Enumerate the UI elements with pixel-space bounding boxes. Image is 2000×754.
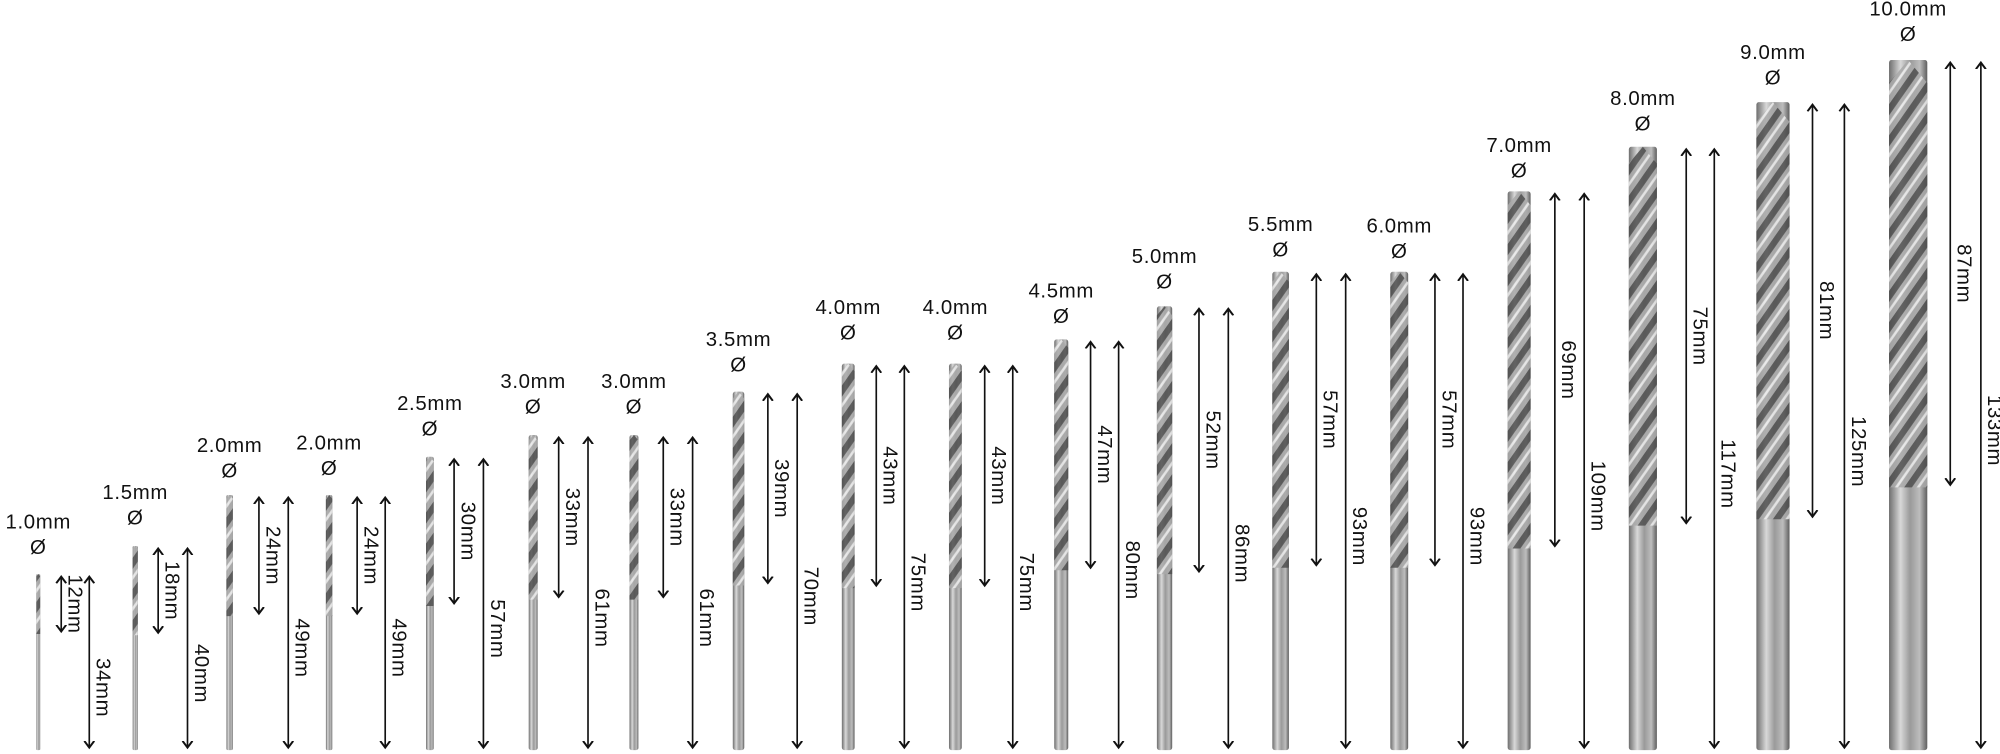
total-length-label: 75mm bbox=[1015, 553, 1037, 612]
diameter-label: 2.0mm bbox=[197, 435, 263, 457]
diameter-label: 10.0mm bbox=[1869, 0, 1946, 21]
bit-flute bbox=[1889, 60, 1928, 488]
total-length-label: 57mm bbox=[486, 599, 508, 658]
diameter-symbol: Ø bbox=[422, 418, 439, 440]
total-length-label: 117mm bbox=[1717, 439, 1739, 509]
total-length-label: 133mm bbox=[1983, 395, 2000, 466]
flute-length-label: 47mm bbox=[1093, 425, 1115, 484]
diameter-symbol: Ø bbox=[221, 460, 238, 482]
bit-flute bbox=[948, 363, 962, 589]
flute-length-label: 87mm bbox=[1953, 244, 1975, 303]
flute-length-label: 43mm bbox=[879, 446, 901, 505]
bit-flute bbox=[1756, 102, 1790, 520]
flute-length-label: 75mm bbox=[1689, 307, 1711, 366]
total-length-label: 34mm bbox=[92, 658, 114, 717]
flute-length-label: 57mm bbox=[1319, 390, 1341, 449]
flute-length-label: 69mm bbox=[1557, 340, 1579, 399]
flute-length-label: 39mm bbox=[770, 459, 792, 518]
diameter-label: 8.0mm bbox=[1610, 88, 1676, 110]
total-length-label: 75mm bbox=[907, 553, 929, 612]
diameter-label: 2.5mm bbox=[397, 393, 463, 415]
flute-length-label: 24mm bbox=[261, 526, 283, 585]
bit-flute bbox=[1628, 146, 1657, 526]
bit-flute bbox=[226, 494, 233, 617]
diameter-label: 2.0mm bbox=[296, 432, 362, 454]
flute-length-label: 12mm bbox=[64, 574, 86, 633]
total-length-label: 61mm bbox=[695, 588, 717, 647]
bit-flute bbox=[426, 456, 434, 606]
diameter-label: 7.0mm bbox=[1486, 135, 1552, 157]
bit-flute bbox=[1054, 339, 1069, 571]
diameter-label: 3.0mm bbox=[601, 371, 667, 393]
diameter-label: 5.0mm bbox=[1132, 246, 1198, 268]
diameter-symbol: Ø bbox=[840, 323, 857, 345]
total-length-label: 125mm bbox=[1847, 416, 1869, 487]
flute-length-label: 57mm bbox=[1437, 390, 1459, 449]
diameter-symbol: Ø bbox=[947, 323, 964, 345]
total-length-label: 40mm bbox=[190, 644, 212, 703]
flute-length-label: 30mm bbox=[456, 502, 478, 561]
total-length-label: 93mm bbox=[1348, 507, 1370, 566]
total-length-label: 93mm bbox=[1465, 507, 1487, 566]
diameter-symbol: Ø bbox=[525, 397, 542, 419]
total-length-label: 49mm bbox=[388, 618, 410, 677]
diameter-label: 4.0mm bbox=[923, 297, 989, 319]
diameter-label: 4.5mm bbox=[1028, 281, 1094, 303]
diameter-symbol: Ø bbox=[30, 537, 47, 559]
flute-length-label: 52mm bbox=[1201, 411, 1223, 470]
bit-flute bbox=[1390, 271, 1409, 568]
diameter-symbol: Ø bbox=[1391, 241, 1408, 263]
diameter-label: 4.0mm bbox=[815, 297, 881, 319]
diameter-symbol: Ø bbox=[1053, 306, 1070, 328]
diameter-symbol: Ø bbox=[730, 355, 746, 377]
diameter-label: 9.0mm bbox=[1740, 42, 1806, 64]
flute-length-label: 24mm bbox=[360, 526, 382, 585]
diameter-symbol: Ø bbox=[1156, 272, 1172, 294]
total-length-label: 70mm bbox=[800, 567, 822, 626]
flute-length-label: 33mm bbox=[666, 488, 688, 547]
bit-flute bbox=[1272, 271, 1289, 568]
total-length-label: 109mm bbox=[1587, 461, 1609, 532]
diameter-label: 1.0mm bbox=[6, 511, 72, 533]
bit-flute bbox=[732, 391, 745, 586]
diameter-label: 3.0mm bbox=[500, 371, 566, 393]
diameter-symbol: Ø bbox=[127, 508, 143, 530]
bit-flute bbox=[1156, 306, 1173, 575]
bit-flute bbox=[132, 546, 138, 636]
flute-length-label: 43mm bbox=[987, 446, 1009, 505]
total-length-label: 80mm bbox=[1121, 541, 1143, 600]
diameter-label: 1.5mm bbox=[102, 482, 168, 504]
diameter-symbol: Ø bbox=[321, 458, 337, 480]
diameter-symbol: Ø bbox=[1272, 240, 1288, 262]
flute-length-label: 81mm bbox=[1815, 281, 1837, 340]
total-length-label: 61mm bbox=[590, 588, 612, 647]
total-length-label: 49mm bbox=[291, 618, 313, 677]
flute-length-label: 33mm bbox=[561, 488, 583, 547]
diameter-symbol: Ø bbox=[1765, 68, 1782, 90]
bit-flute bbox=[1507, 191, 1531, 549]
diameter-symbol: Ø bbox=[1635, 113, 1652, 135]
diameter-label: 5.5mm bbox=[1248, 214, 1314, 236]
bit-flute bbox=[528, 435, 538, 600]
diameter-label: 3.5mm bbox=[706, 329, 772, 351]
flute-length-label: 18mm bbox=[161, 561, 183, 620]
bit-flute bbox=[629, 435, 639, 600]
diameter-symbol: Ø bbox=[626, 397, 643, 419]
bit-flute bbox=[36, 574, 41, 635]
bit-flute bbox=[841, 363, 855, 589]
diameter-label: 6.0mm bbox=[1366, 216, 1432, 238]
diameter-symbol: Ø bbox=[1900, 24, 1917, 46]
total-length-label: 86mm bbox=[1231, 524, 1253, 583]
bit-flute bbox=[325, 494, 333, 617]
diameter-symbol: Ø bbox=[1511, 161, 1528, 183]
